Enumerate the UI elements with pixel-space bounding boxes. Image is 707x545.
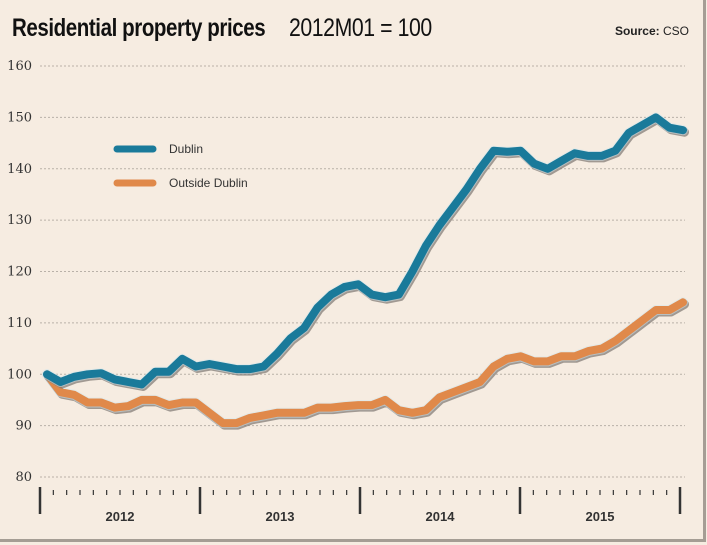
- series-line-outside-dublin: [43, 298, 687, 428]
- y-axis-ticks: 80 90 100 110 120 130 140 150 160: [7, 59, 32, 485]
- y-tick-label: 100: [7, 367, 32, 382]
- chart-title: Residential property prices 2012M01 = 10…: [12, 14, 457, 43]
- y-tick-label: 90: [15, 419, 32, 434]
- source-value: CSO: [662, 24, 689, 38]
- y-tick-label: 140: [7, 162, 32, 177]
- legend-label: Outside Dublin: [169, 176, 248, 190]
- legend-label: Dublin: [169, 142, 203, 156]
- gridlines: [40, 65, 685, 478]
- y-tick-label: 80: [15, 470, 32, 485]
- x-year-label: 2013: [266, 509, 295, 524]
- y-tick-label: 130: [7, 213, 32, 228]
- y-tick-label: 160: [7, 59, 32, 74]
- series-line-dublin: [43, 113, 687, 389]
- y-tick-label: 150: [7, 110, 32, 125]
- source-note: Source: CSO: [615, 24, 689, 38]
- title-main: Residential property prices: [12, 14, 266, 42]
- x-year-label: 2015: [586, 509, 615, 524]
- series-lines: [42, 112, 689, 430]
- x-year-label: 2012: [106, 509, 135, 524]
- legend: Dublin Outside Dublin: [113, 142, 248, 190]
- source-label: Source:: [614, 24, 660, 38]
- y-tick-label: 110: [7, 316, 32, 331]
- title-subtitle: 2012M01 = 100: [289, 14, 433, 42]
- x-axis: 2012 2013 2014 2015: [38, 487, 682, 524]
- y-tick-label: 120: [7, 265, 32, 280]
- x-year-label: 2014: [426, 509, 456, 524]
